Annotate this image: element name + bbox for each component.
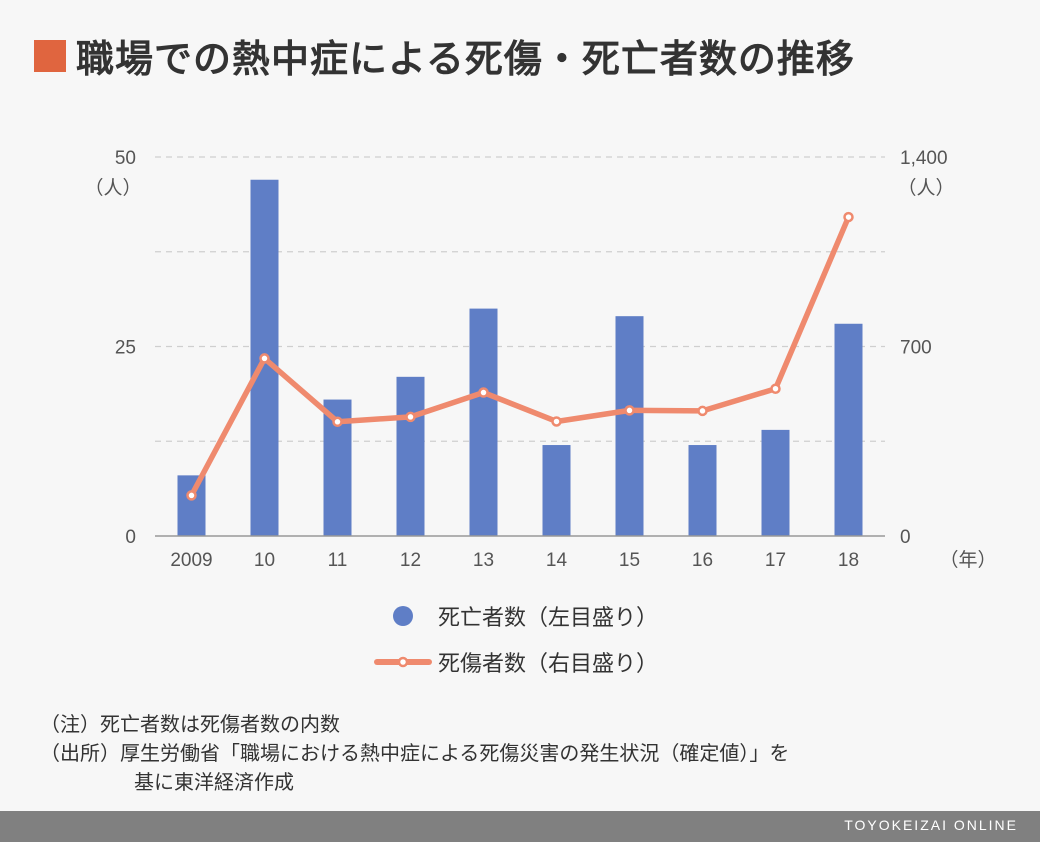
chart-title-block: 職場での熱中症による死傷・死亡者数の推移 bbox=[34, 28, 855, 83]
bar bbox=[761, 429, 790, 536]
left-tick-label: 25 bbox=[115, 338, 136, 359]
x-tick-label: 15 bbox=[619, 550, 640, 571]
line-point bbox=[697, 405, 708, 417]
x-tick-label: 11 bbox=[328, 550, 348, 571]
x-tick-label: 17 bbox=[765, 550, 786, 571]
note-text: （注）死亡者数は死傷者数の内数 bbox=[40, 712, 340, 736]
source-text-line2: 基に東洋経済作成 bbox=[134, 770, 294, 794]
legend-bar-symbol bbox=[368, 604, 438, 628]
chart-area: 0 25 50 （人） 0 700 1,400 （人） 2009 10 11 12 13 14 15 16 17… bbox=[84, 148, 996, 571]
line-point bbox=[186, 490, 197, 501]
legend-label-casualties: 死傷者数（右目盛り） bbox=[438, 652, 659, 677]
bar bbox=[615, 316, 644, 536]
source-text-line1: （出所）厚生労働省「職場における熱中症による死傷災害の発生状況（確定値）」を bbox=[40, 741, 790, 765]
line-point bbox=[332, 416, 343, 428]
line-point bbox=[259, 353, 270, 364]
notes: （注）死亡者数は死傷者数の内数 （出所）厚生労働省「職場における熱中症による死傷… bbox=[40, 710, 789, 797]
chart-title: 職場での熱中症による死傷・死亡者数の推移 bbox=[76, 37, 855, 81]
line-point bbox=[770, 383, 781, 394]
left-tick-label: 0 bbox=[125, 527, 136, 548]
x-tick-label: 2009 bbox=[170, 550, 212, 571]
line-point bbox=[843, 211, 854, 223]
line-series bbox=[188, 214, 852, 499]
right-tick-label: 700 bbox=[900, 338, 932, 359]
bar bbox=[542, 445, 571, 536]
legend-item-casualties: 死傷者数（右目盛り） bbox=[368, 646, 658, 678]
legend-line-symbol bbox=[368, 650, 438, 674]
line-point bbox=[405, 411, 416, 423]
right-tick-label: 0 bbox=[900, 527, 911, 548]
line-point bbox=[478, 387, 489, 398]
legend-label-deaths: 死亡者数（左目盛り） bbox=[438, 606, 659, 631]
right-tick-label: 1,400 bbox=[900, 148, 948, 169]
left-axis-unit: （人） bbox=[84, 177, 141, 199]
x-axis-unit: （年） bbox=[939, 549, 996, 571]
x-tick-label: 12 bbox=[400, 550, 421, 571]
bar bbox=[688, 445, 717, 536]
x-tick-label: 14 bbox=[546, 550, 568, 571]
x-tick-label: 16 bbox=[692, 550, 713, 571]
footer-bar: TOYOKEIZAI ONLINE bbox=[0, 811, 1040, 842]
bar bbox=[396, 376, 425, 536]
bar bbox=[177, 475, 206, 536]
left-tick-label: 50 bbox=[115, 148, 136, 169]
x-tick-label: 10 bbox=[254, 550, 275, 571]
x-tick-label: 18 bbox=[838, 550, 859, 571]
title-marker bbox=[34, 39, 66, 72]
x-tick-label: 13 bbox=[473, 550, 494, 571]
footer-brand: TOYOKEIZAI ONLINE bbox=[844, 817, 1018, 833]
bar bbox=[834, 323, 863, 536]
line-point bbox=[624, 405, 635, 416]
right-axis-unit: （人） bbox=[897, 177, 954, 199]
legend-item-deaths: 死亡者数（左目盛り） bbox=[368, 600, 658, 632]
line-point bbox=[551, 416, 562, 427]
bar bbox=[469, 308, 498, 536]
